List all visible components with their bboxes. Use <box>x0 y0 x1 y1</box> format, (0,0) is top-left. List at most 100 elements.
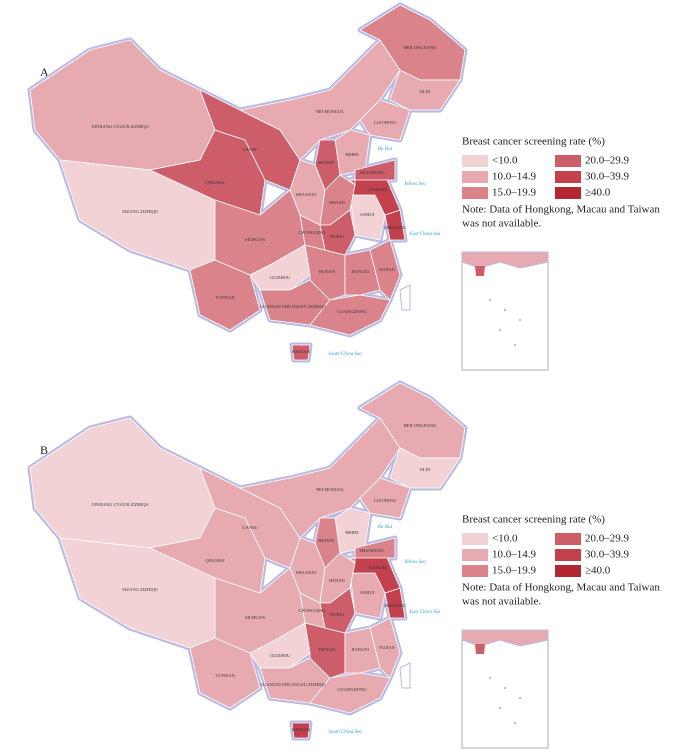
inset-island <box>513 721 517 725</box>
legend-label: ≥40.0 <box>585 187 611 199</box>
legend-note: was not available. <box>462 218 541 230</box>
province-label: SICHUAN <box>245 237 266 242</box>
province-label: GUIZHOU <box>270 275 291 280</box>
sea-label: East China Sea <box>409 610 441 615</box>
legend-label: 20.0–29.9 <box>585 533 630 545</box>
province <box>344 249 381 296</box>
province <box>29 39 216 171</box>
province-label: HUNAN <box>319 647 336 652</box>
province <box>319 209 356 256</box>
province-label: SHAANXI <box>296 570 317 575</box>
inset-hainan <box>475 644 485 654</box>
legend-swatch <box>462 171 488 183</box>
province-label: QINGHAI <box>205 558 225 563</box>
inset-island <box>498 328 502 332</box>
sea-label: East China Sea <box>409 232 441 237</box>
province <box>189 637 261 709</box>
province-label: SHAANXI <box>296 192 317 197</box>
taiwan <box>399 284 411 311</box>
province <box>389 69 461 111</box>
province-label: HEBEI <box>345 152 359 157</box>
legend-swatch <box>462 533 488 545</box>
legend-label: 15.0–19.9 <box>492 187 537 199</box>
sea-label: South China Sea <box>328 352 362 357</box>
province <box>29 417 216 549</box>
province-label: HEBEI <box>345 530 359 535</box>
province-label: FUJIAN <box>379 267 395 272</box>
province <box>238 417 401 539</box>
province-label: NEI MONGOL <box>316 487 345 492</box>
province-label: ANHUI <box>360 212 375 217</box>
province-label: XIZANG ZIZHIQU <box>122 209 159 214</box>
province-label: ANHUI <box>360 590 375 595</box>
province-label: ZHEJIANG <box>384 225 406 230</box>
province-label: JIANGXI <box>351 269 369 274</box>
province-label: XINJIANG UYGUR ZIZHIQU <box>91 124 149 129</box>
panel-label: B <box>40 443 48 457</box>
province-label: SHANXI <box>317 160 335 165</box>
legend-swatch <box>462 549 488 561</box>
legend-note: Note: Data of Hongkong, Macau and Taiwan <box>462 582 660 594</box>
province <box>349 537 396 564</box>
map-panel: A XINJIANG UYGUR ZIZHIQU XIZANG ZIZHIQU QIN… <box>27 2 660 371</box>
sea-label: Bo Hai <box>378 525 393 530</box>
inset-coast <box>461 629 549 647</box>
province-label: CHONGQING <box>298 230 326 235</box>
legend-title: Breast cancer screening rate (%) <box>462 136 605 148</box>
province-label: SHANXI <box>317 538 335 543</box>
province-label: YUNNAN <box>215 295 235 300</box>
province-label: HAINAN <box>292 349 310 354</box>
province-label: GUANGDONG <box>337 687 367 692</box>
province-label: GUANGXI ZHUANGZU ZIZHIQU <box>260 682 327 687</box>
province <box>359 99 411 141</box>
sea-label: Yellow Sea <box>404 560 426 565</box>
inset-island <box>503 686 507 690</box>
province-label: GUANGDONG <box>337 309 367 314</box>
legend-swatch <box>462 187 488 199</box>
province-label: XINJIANG UYGUR ZIZHIQU <box>91 502 149 507</box>
legend-label: <10.0 <box>492 155 518 167</box>
inset-island <box>488 298 492 302</box>
legend-title: Breast cancer screening rate (%) <box>462 514 605 526</box>
panel-label: A <box>40 65 49 79</box>
province-label: GUIZHOU <box>270 653 291 658</box>
province-label: XIZANG ZIZHIQU <box>122 587 159 592</box>
province-label: HEILONGJIANG <box>404 423 438 428</box>
province <box>369 617 401 679</box>
province-label: GUANGXI ZHUANGZU ZIZHIQU <box>260 304 327 309</box>
province <box>389 447 461 489</box>
legend-label: 15.0–19.9 <box>492 565 537 577</box>
province-label: HENAN <box>329 200 345 205</box>
legend-swatch <box>462 155 488 167</box>
province-label: FUJIAN <box>379 645 395 650</box>
province <box>349 159 396 186</box>
province <box>189 259 261 331</box>
province-label: HUBEI <box>330 234 344 239</box>
province-label: GANSU <box>242 525 258 530</box>
legend-swatch <box>555 155 581 167</box>
province <box>319 587 356 634</box>
province-label: SHANDONG <box>359 170 385 175</box>
province-label: QINGHAI <box>205 180 225 185</box>
province-label: LIAONING <box>374 498 397 503</box>
province <box>359 477 411 519</box>
province-label: SICHUAN <box>245 615 266 620</box>
inset-island <box>518 318 522 322</box>
inset-island <box>518 696 522 700</box>
inset-island <box>488 676 492 680</box>
province-label: GANSU <box>242 147 258 152</box>
legend-swatch <box>555 187 581 199</box>
inset-coast <box>461 251 549 269</box>
taiwan <box>399 662 411 689</box>
province <box>291 722 311 739</box>
province-label: ZHEJIANG <box>384 603 406 608</box>
legend-label: <10.0 <box>492 533 518 545</box>
province-label: JILIN <box>420 89 431 94</box>
inset-island <box>513 343 517 347</box>
province-label: HUBEI <box>330 612 344 617</box>
province-label: HEILONGJIANG <box>404 45 438 50</box>
province <box>344 627 381 674</box>
province-label: JIANGSU <box>369 187 389 192</box>
legend-note: Note: Data of Hongkong, Macau and Taiwan <box>462 204 660 216</box>
